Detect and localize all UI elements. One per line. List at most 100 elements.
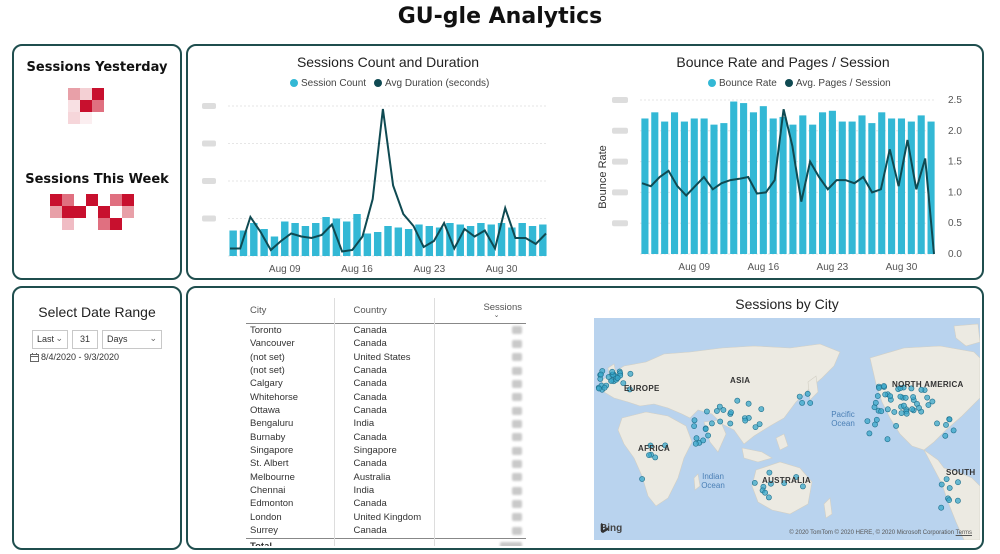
cell-country: Canada	[353, 365, 387, 377]
cell-sessions-redacted	[467, 417, 526, 430]
table-row[interactable]: London United Kingdom	[246, 511, 526, 524]
table-row[interactable]: St. Albert Canada	[246, 457, 526, 470]
date-range-text: 8/4/2020 - 9/3/2020	[41, 352, 120, 362]
chevron-down-icon: ⌄	[149, 333, 157, 343]
city-marker	[897, 385, 904, 391]
city-marker	[916, 405, 922, 411]
cell-sessions-redacted	[467, 431, 526, 444]
city-marker	[903, 410, 910, 417]
table-row[interactable]: Ottawa Canada	[246, 404, 526, 417]
city-marker	[742, 417, 749, 424]
map-label-africa: AFRICA	[638, 444, 671, 453]
map-label-pacific: Pacific Ocean	[831, 410, 855, 428]
city-marker	[918, 386, 925, 393]
session-count-bar	[373, 232, 382, 256]
date-range-display[interactable]: 8/4/2020 - 9/3/2020	[30, 352, 120, 363]
city-marker	[807, 400, 814, 406]
bounce-chart-title: Bounce Rate and Pages / Session	[676, 54, 890, 70]
city-marker	[898, 410, 905, 416]
table-row[interactable]: Calgary Canada	[246, 377, 526, 390]
sessions-this-week-value-redacted	[50, 194, 134, 230]
city-marker	[804, 390, 811, 397]
table-row[interactable]: Surrey Canada	[246, 524, 526, 538]
city-marker	[909, 406, 915, 413]
table-row[interactable]: Edmonton Canada	[246, 497, 526, 510]
bounce-rate-pages-chart[interactable]: Bounce Rate 0.0 0.5 1.0 1.5 2.0 2.5 Aug 09 Aug 1…	[588, 92, 984, 278]
date-range-panel: Select Date Range Last ⌄ 31 Days ⌄ 8/4/2…	[12, 286, 182, 550]
sessions-table[interactable]: City Country Sessions ⌄ Toronto Canada Vanc…	[246, 298, 528, 546]
bounce-rate-bar	[897, 118, 906, 254]
legend-avg-duration[interactable]: Avg Duration (seconds)	[374, 78, 489, 89]
session-count-bar	[250, 223, 258, 256]
period-count-input[interactable]: 31	[72, 330, 98, 349]
cell-country: Canada	[353, 498, 387, 510]
session-count-bar	[539, 224, 547, 256]
sessions-count-duration-chart[interactable]: Aug 09 Aug 16 Aug 23 Aug 30	[188, 92, 568, 278]
unit-dropdown[interactable]: Days ⌄	[102, 330, 162, 349]
table-row[interactable]: Whitehorse Canada	[246, 391, 526, 404]
city-marker	[626, 386, 633, 393]
session-count-bar	[291, 223, 299, 256]
legend-avg-pages[interactable]: Avg. Pages / Session	[784, 78, 891, 89]
city-marker	[946, 497, 952, 503]
cell-country: Canada	[353, 458, 387, 470]
cell-country: Canada	[353, 391, 387, 403]
y-axis-label: Bounce Rate	[597, 145, 609, 209]
table-row[interactable]: (not set) Canada	[246, 364, 526, 377]
cell-city: Singapore	[250, 445, 294, 457]
city-marker	[627, 370, 634, 377]
avg-duration-line	[230, 108, 547, 253]
table-row[interactable]: Singapore Singapore	[246, 444, 526, 457]
city-marker	[767, 480, 774, 487]
column-header-country[interactable]: Country	[349, 298, 468, 324]
city-marker	[691, 417, 698, 424]
city-marker	[880, 383, 887, 389]
cell-sessions-redacted	[467, 511, 526, 524]
sessions-chart-title: Sessions Count and Duration	[296, 54, 480, 70]
sessions-chart-legend: Session Count Avg Duration (seconds)	[290, 78, 489, 89]
city-marker	[609, 368, 616, 375]
table-row[interactable]: Vancouver Canada	[246, 337, 526, 350]
table-row[interactable]: (not set) United States	[246, 351, 526, 364]
table-row[interactable]: Burnaby Canada	[246, 431, 526, 444]
legend-bounce-rate[interactable]: Bounce Rate	[708, 78, 777, 89]
cell-city: St. Albert	[250, 458, 289, 470]
city-marker	[692, 440, 699, 447]
session-count-bar	[342, 221, 351, 256]
session-count-bar	[415, 224, 423, 256]
city-marker	[873, 416, 880, 423]
bounce-rate-bar	[789, 124, 797, 254]
table-row[interactable]: Chennai India	[246, 484, 526, 497]
session-count-bar	[301, 226, 310, 256]
y2-tick-label: 0.5	[948, 218, 962, 229]
cell-city: Ottawa	[250, 405, 281, 417]
table-row[interactable]: Melbourne Australia	[246, 471, 526, 484]
session-count-bar	[497, 223, 506, 256]
map-terms-link[interactable]: Terms	[955, 530, 972, 536]
period-count-value: 31	[79, 334, 90, 344]
y-tick-label-redacted	[202, 103, 216, 109]
column-header-city[interactable]: City	[246, 298, 350, 324]
unit-dropdown-value: Days	[107, 334, 128, 344]
session-count-bar	[229, 230, 237, 256]
table-row[interactable]: Toronto Canada	[246, 324, 526, 338]
city-marker	[647, 442, 654, 449]
period-dropdown[interactable]: Last ⌄	[32, 330, 68, 349]
cell-country: Canada	[353, 338, 387, 350]
table-row[interactable]: Bengaluru India	[246, 417, 526, 430]
legend-session-count[interactable]: Session Count	[290, 78, 366, 89]
cell-country: Canada	[353, 378, 387, 390]
cell-sessions-redacted	[467, 484, 526, 497]
city-marker	[925, 402, 932, 408]
sessions-map[interactable]: EUROPE ASIA AFRICA AUSTRALIA NORTH AMERI…	[594, 318, 980, 540]
date-range-title: Select Date Range	[38, 304, 156, 320]
bounce-rate-bar	[641, 118, 649, 254]
bounce-rate-bar	[700, 118, 708, 254]
city-marker	[946, 416, 953, 423]
session-count-bar	[466, 226, 475, 256]
city-markers[interactable]	[594, 318, 980, 540]
column-header-sessions[interactable]: Sessions ⌄	[467, 298, 526, 324]
bounce-rate-bar	[680, 121, 688, 254]
y-tick-label-redacted	[612, 127, 628, 134]
session-count-bar	[477, 223, 485, 256]
